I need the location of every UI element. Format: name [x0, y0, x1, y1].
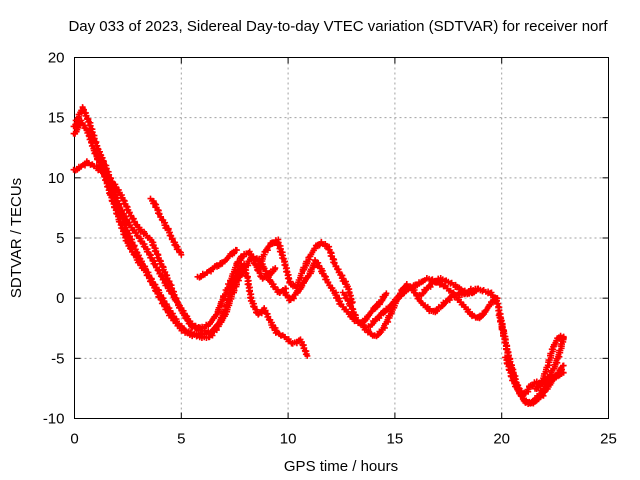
series-14 [532, 332, 567, 392]
data-points [70, 104, 567, 407]
series-5 [147, 195, 185, 258]
grid-lines [74, 57, 609, 419]
series-markers [147, 195, 185, 258]
series-markers [495, 312, 567, 398]
x-tick-label: 5 [177, 431, 185, 448]
axis-ticks: 0 5 10 15 20 25 -10 -5 0 5 10 15 20 [43, 50, 617, 448]
series-8 [279, 257, 390, 328]
series-markers [92, 149, 208, 335]
y-tick-label: 15 [48, 110, 65, 127]
y-tick-label: 0 [56, 290, 64, 307]
x-tick-label: 25 [600, 431, 617, 448]
y-tick-label: 5 [56, 230, 64, 247]
series-markers [532, 332, 567, 392]
y-tick-label: -10 [43, 411, 65, 428]
series-4 [92, 149, 208, 335]
x-axis-label: GPS time / hours [284, 458, 398, 475]
x-tick-label: 0 [70, 431, 78, 448]
series-markers [279, 257, 390, 328]
y-tick-label: 10 [48, 170, 65, 187]
series-13 [502, 354, 567, 407]
series-markers [339, 281, 482, 340]
series-12 [495, 312, 567, 398]
series-6 [194, 246, 240, 281]
series-markers [254, 236, 356, 306]
y-axis-label: SDTVAR / TECUs [8, 178, 25, 298]
y-tick-label: 20 [48, 50, 65, 67]
y-tick-label: -5 [51, 350, 64, 367]
series-markers [365, 275, 501, 330]
series-markers [502, 354, 567, 407]
series-9 [339, 281, 482, 340]
chart-title: Day 033 of 2023, Sidereal Day-to-day VTE… [68, 18, 608, 35]
series-markers [194, 246, 240, 281]
series-10 [365, 275, 501, 330]
x-tick-label: 15 [387, 431, 404, 448]
x-tick-label: 20 [493, 431, 510, 448]
x-tick-label: 10 [280, 431, 297, 448]
series-7 [254, 236, 356, 306]
